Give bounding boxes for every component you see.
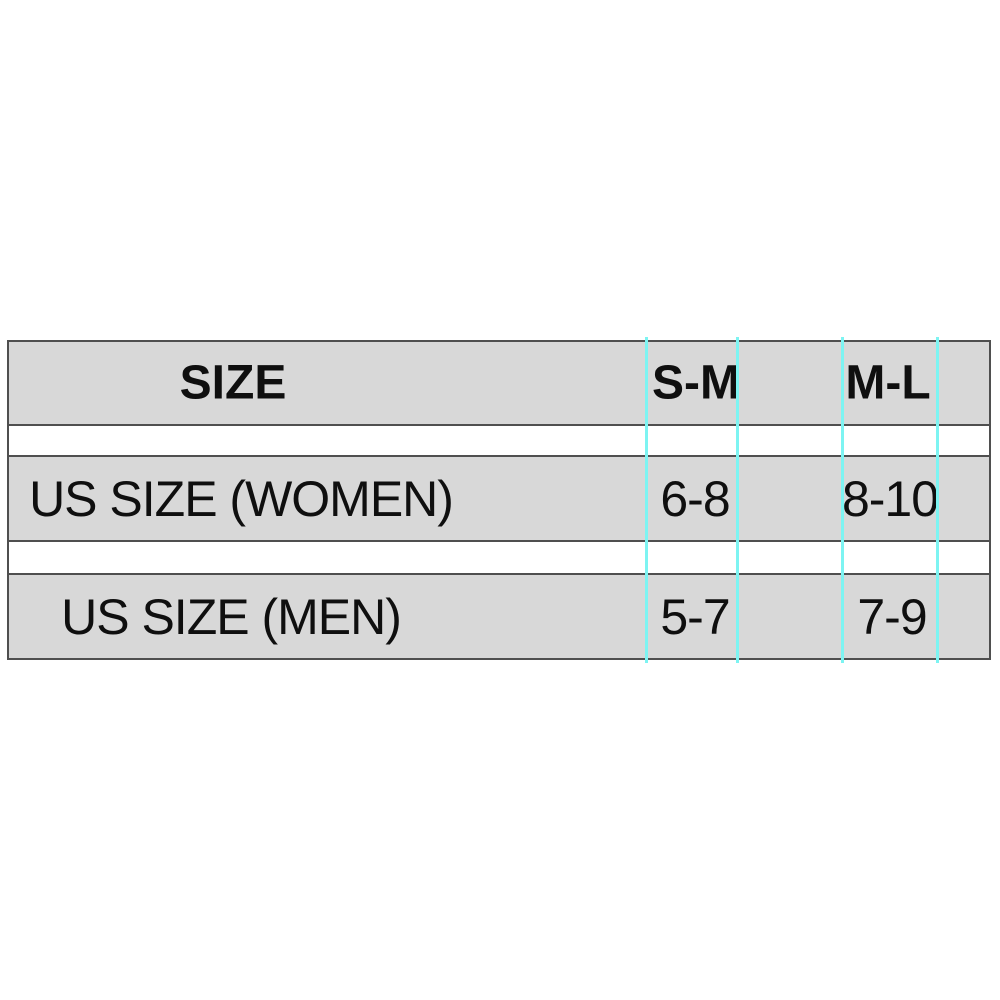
women-row: [7, 455, 991, 542]
guide-line-2: [736, 337, 739, 663]
men-row: [7, 573, 991, 660]
guide-line-4: [936, 337, 939, 663]
men-m-l-value: 7-9: [857, 589, 927, 645]
header-m-l-label: M-L: [845, 356, 931, 410]
men-s-m-value: 5-7: [660, 589, 730, 645]
header-size-label: SIZE: [179, 356, 287, 410]
header-s-m-label: S-M: [652, 356, 740, 410]
header-row: [7, 340, 991, 426]
size-chart-table: SIZE S-M M-L US SIZE (WOMEN) 6-8 8-10 US…: [7, 337, 991, 663]
guide-line-1: [645, 337, 648, 663]
women-m-l-value: 8-10: [841, 471, 939, 527]
women-s-m-value: 6-8: [660, 471, 730, 527]
women-row-label: US SIZE (WOMEN): [29, 471, 454, 527]
men-row-label: US SIZE (MEN): [61, 589, 402, 645]
guide-line-3: [841, 337, 844, 663]
